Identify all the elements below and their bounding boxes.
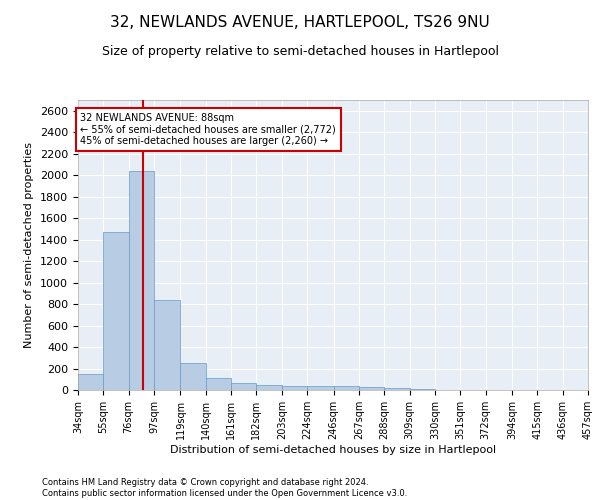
X-axis label: Distribution of semi-detached houses by size in Hartlepool: Distribution of semi-detached houses by … <box>170 444 496 454</box>
Bar <box>128 171 154 390</box>
Bar <box>154 300 181 390</box>
Text: Size of property relative to semi-detached houses in Hartlepool: Size of property relative to semi-detach… <box>101 45 499 58</box>
Bar <box>256 386 282 390</box>
Bar <box>103 232 128 390</box>
Bar <box>231 382 256 390</box>
Bar <box>282 386 307 390</box>
Bar <box>78 374 103 390</box>
Y-axis label: Number of semi-detached properties: Number of semi-detached properties <box>25 142 34 348</box>
Bar <box>307 386 334 390</box>
Text: 32 NEWLANDS AVENUE: 88sqm
← 55% of semi-detached houses are smaller (2,772)
45% : 32 NEWLANDS AVENUE: 88sqm ← 55% of semi-… <box>80 113 336 146</box>
Bar <box>384 388 410 390</box>
Bar <box>206 378 231 390</box>
Bar <box>181 363 206 390</box>
Bar <box>359 387 384 390</box>
Bar <box>410 389 435 390</box>
Text: Contains HM Land Registry data © Crown copyright and database right 2024.
Contai: Contains HM Land Registry data © Crown c… <box>42 478 407 498</box>
Bar <box>334 386 359 390</box>
Text: 32, NEWLANDS AVENUE, HARTLEPOOL, TS26 9NU: 32, NEWLANDS AVENUE, HARTLEPOOL, TS26 9N… <box>110 15 490 30</box>
